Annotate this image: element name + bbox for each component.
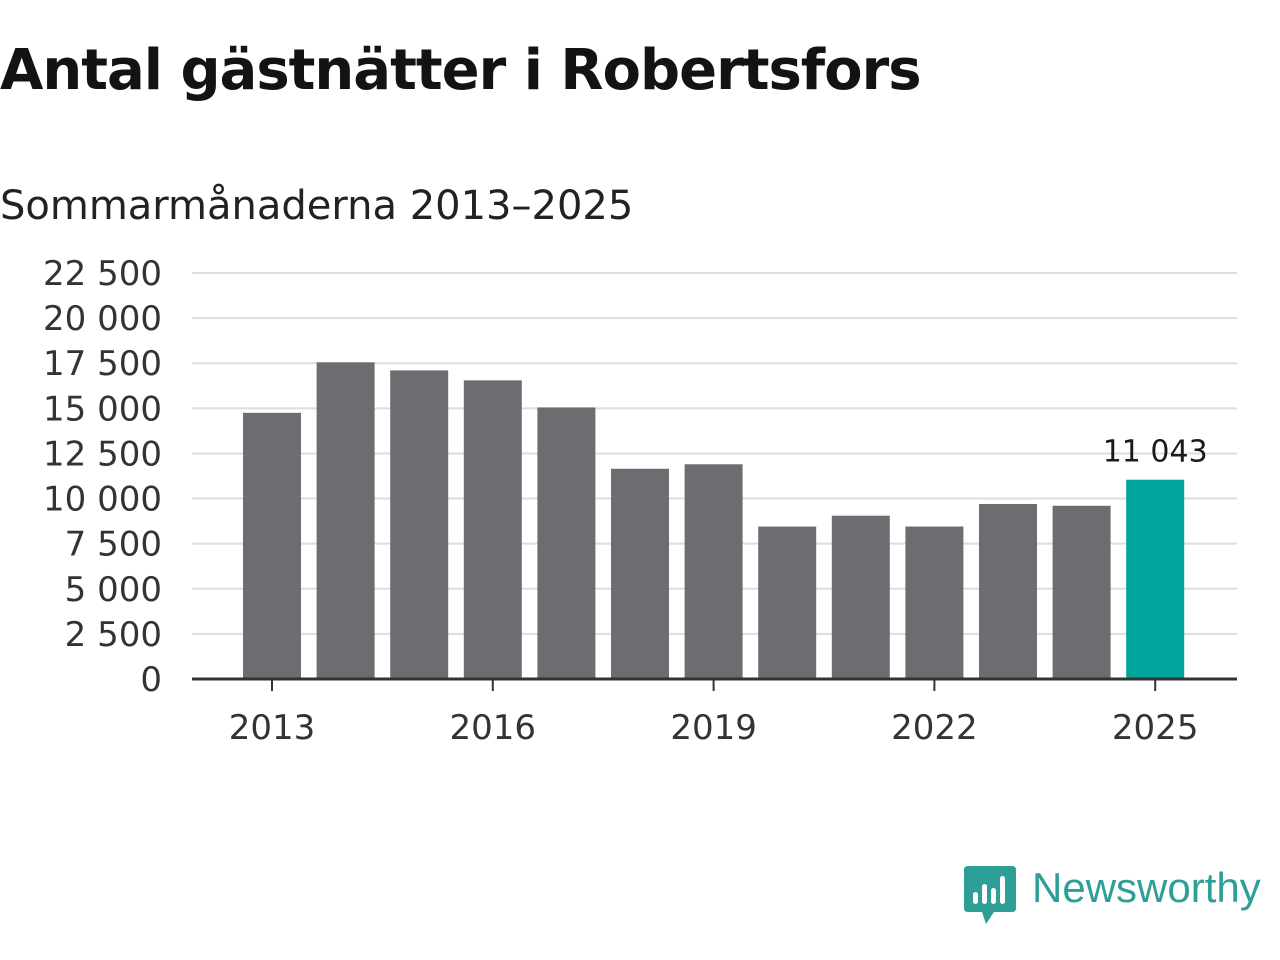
x-tick-label: 2013	[229, 708, 316, 748]
y-tick-label: 22 500	[43, 254, 162, 294]
bar-2022	[905, 526, 964, 679]
chart-title: Antal gästnätter i Robertsfors	[0, 38, 922, 103]
bar-2025	[1126, 479, 1185, 679]
x-axis	[192, 677, 1237, 691]
y-axis-tick-labels: 0 2 500 5 000 7 500 10 000 12 500 15 000 17 500…	[43, 254, 162, 700]
x-tick-label: 2025	[1112, 708, 1199, 748]
x-axis-tick-labels: 2013 2016 2019 2022 2025	[229, 708, 1199, 748]
y-tick-label: 10 000	[43, 480, 162, 520]
newsworthy-logo-text: Newsworthy	[1032, 864, 1261, 911]
y-tick-label: 15 000	[43, 389, 162, 429]
bar-2021	[831, 515, 890, 679]
y-tick-label: 12 500	[43, 434, 162, 474]
x-tick-label: 2022	[891, 708, 978, 748]
bar-2023	[979, 503, 1037, 679]
bar-2019	[684, 464, 743, 679]
bar-2017	[537, 407, 596, 679]
bar-2015	[390, 370, 449, 679]
bar-chart: 0 2 500 5 000 7 500 10 000 12 500 15 000 17 500…	[43, 254, 1237, 748]
newsworthy-logo: Newsworthy	[964, 864, 1261, 926]
bar-2018	[611, 468, 669, 679]
data-label: 11 043	[1103, 435, 1208, 470]
bar-2020	[758, 526, 817, 679]
y-tick-label: 7 500	[65, 525, 162, 565]
y-tick-label: 2 500	[65, 615, 162, 655]
bar-2016	[463, 380, 522, 679]
bar-2013	[243, 412, 301, 679]
x-tick-label: 2019	[670, 708, 757, 748]
bars	[243, 362, 1185, 679]
y-tick-label: 0	[140, 660, 162, 700]
y-tick-label: 20 000	[43, 299, 162, 339]
bar-2014	[316, 362, 375, 679]
data-labels: 11 043	[1103, 435, 1208, 470]
y-tick-label: 17 500	[43, 344, 162, 384]
newsworthy-bar-chart-icon	[964, 866, 1016, 924]
x-tick-label: 2016	[450, 708, 537, 748]
y-tick-label: 5 000	[65, 570, 162, 610]
bar-2024	[1052, 505, 1111, 679]
chart-subtitle: Sommarmånaderna 2013–2025	[0, 183, 634, 229]
